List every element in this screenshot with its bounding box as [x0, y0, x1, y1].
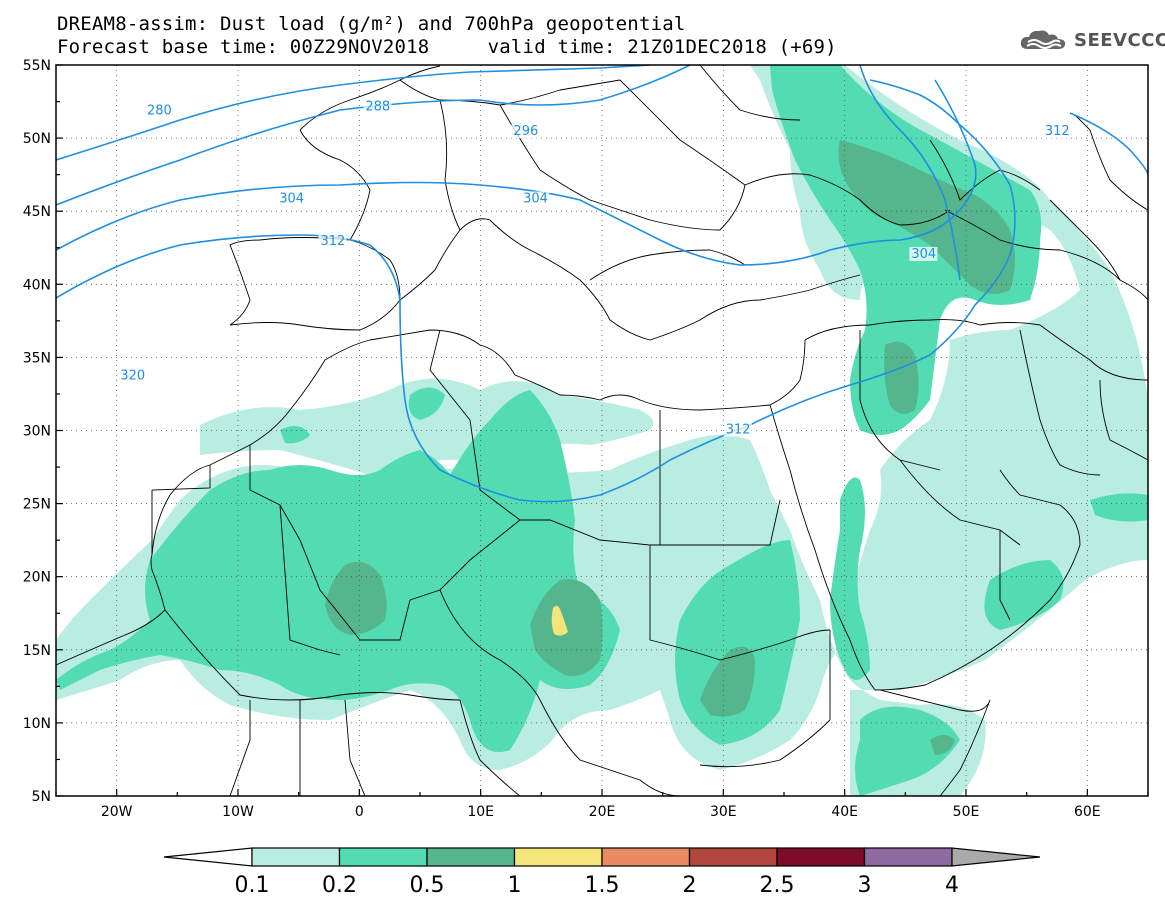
dust-shading-peak [551, 605, 568, 636]
colorbar-under-arrow [163, 847, 253, 867]
lat-tick-label: 30N [23, 424, 51, 440]
colorbar-level-label: 0.5 [410, 873, 445, 898]
contour-label: 304 [279, 191, 304, 206]
lat-tick-label: 20N [23, 570, 51, 586]
lon-tick-label: 10E [467, 804, 494, 820]
colorbar-level-label: 0.2 [322, 873, 357, 898]
lat-tick-label: 15N [23, 643, 51, 659]
contour-label-bg [521, 191, 550, 206]
lon-tick-label: 0 [355, 804, 364, 820]
contour-label: 304 [911, 247, 936, 262]
contour-label-bg [118, 368, 147, 383]
colorbar-level-label: 4 [945, 873, 959, 898]
seevccc-logo: SEEVCCC [1018, 27, 1165, 53]
colorbar-level-label: 2.5 [760, 873, 795, 898]
lat-tick-label: 45N [23, 204, 51, 220]
contour-label-bg [363, 99, 392, 114]
lon-tick-label: 60E [1074, 804, 1101, 820]
lat-tick-label: 55N [23, 58, 51, 74]
forecast-time-line: Forecast base time: 00Z29NOV2018 valid t… [57, 36, 837, 58]
contour-label-bg [909, 246, 938, 261]
contour-label: 280 [147, 104, 172, 119]
contour-label: 304 [523, 191, 548, 206]
lon-tick-label: 40E [831, 804, 858, 820]
map-area: 280 288 296 304 304 304 312 312 312 320 [56, 65, 1148, 796]
lon-tick-label: 30E [710, 804, 737, 820]
contour-label-bg [277, 191, 306, 206]
lat-tick-label: 50N [23, 131, 51, 147]
contour-labels: 280 288 296 304 304 304 312 312 312 320 [118, 99, 1071, 437]
contour-label-bg [1042, 124, 1071, 139]
colorbar-swatch [513, 847, 603, 867]
lat-tick-label: 25N [23, 497, 51, 513]
colorbar-swatch [601, 847, 691, 867]
contour-label: 312 [321, 234, 346, 249]
contour-label-bg [723, 422, 752, 437]
map-title: DREAM8-assim: Dust load (g/m²) and 700hP… [57, 13, 686, 35]
contour-label: 312 [726, 422, 751, 437]
colorbar-swatch [426, 847, 516, 867]
colorbar-swatch [338, 847, 428, 867]
longitude-labels: 20W 10W 0 10E 20E 30E 40E 50E 60E [101, 804, 1101, 820]
lon-tick-label: 20E [589, 804, 616, 820]
lat-tick-label: 35N [23, 350, 51, 366]
contour-label-bg [145, 103, 173, 118]
contour-label-bg [318, 233, 347, 248]
lon-tick-label: 50E [953, 804, 980, 820]
contour-label: 296 [513, 124, 538, 139]
coastlines-borders [56, 65, 1148, 796]
dust-shading-high [325, 140, 1015, 755]
colorbar-swatch [688, 847, 778, 867]
lat-tick-label: 40N [23, 277, 51, 293]
lon-tick-label: 10W [222, 804, 254, 820]
colorbar-swatch [776, 847, 866, 867]
colorbar-over-arrow [951, 847, 1041, 867]
colorbar: 0.1 0.2 0.5 1 1.5 2 2.5 3 4 [163, 847, 1041, 898]
colorbar-level-label: 1 [508, 873, 522, 898]
lat-tick-label: 5N [32, 789, 51, 805]
logo-text: SEEVCCC [1074, 29, 1165, 51]
contour-label: 288 [365, 99, 390, 114]
colorbar-level-label: 3 [858, 873, 872, 898]
contour-label: 312 [1045, 124, 1070, 139]
contour-label: 320 [120, 368, 145, 383]
lon-tick-label: 20W [101, 804, 133, 820]
lat-tick-label: 10N [23, 716, 51, 732]
colorbar-level-label: 2 [683, 873, 697, 898]
axis-ticks [55, 64, 1149, 797]
contour-label-bg [511, 124, 540, 139]
colorbar-swatch [251, 847, 341, 867]
colorbar-swatch [863, 847, 953, 867]
latitude-labels: 55N 50N 45N 40N 35N 30N 25N 20N 15N 10N 5N [23, 58, 51, 805]
geopotential-contours [56, 65, 1148, 503]
colorbar-level-label: 1.5 [585, 873, 620, 898]
colorbar-level-label: 0.1 [235, 873, 270, 898]
cloud-logo-icon [1020, 30, 1066, 49]
